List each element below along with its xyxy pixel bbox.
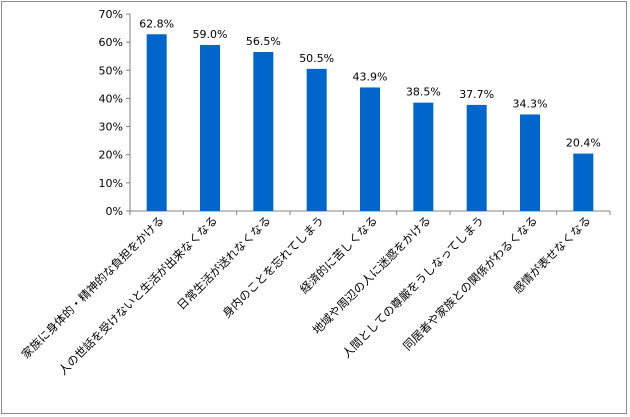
y-tick-label: 30% [99, 121, 123, 134]
bar [253, 51, 274, 211]
y-tick-label: 60% [99, 36, 123, 49]
bar [200, 44, 220, 212]
bar [573, 153, 594, 211]
bar [466, 104, 487, 211]
y-tick-label: 0% [106, 205, 123, 218]
category-label: 日常生活が送れなくなる [174, 213, 273, 312]
y-tick-label: 10% [99, 177, 123, 190]
data-label: 59.0% [193, 28, 228, 41]
bar [146, 34, 167, 212]
data-label: 20.4% [566, 137, 601, 150]
data-label: 34.3% [513, 97, 548, 110]
data-label: 56.5% [246, 35, 281, 48]
category-label: 身内のことを忘れてしまう [220, 213, 327, 320]
data-label: 43.9% [353, 70, 388, 83]
y-tick-label: 70% [99, 8, 123, 21]
y-tick-label: 50% [99, 64, 123, 77]
bar [360, 87, 380, 211]
bar [520, 114, 540, 211]
y-tick-label: 20% [99, 149, 123, 162]
bar [306, 68, 327, 211]
data-label: 37.7% [459, 88, 494, 101]
data-label: 62.8% [139, 17, 174, 30]
data-label: 50.5% [299, 52, 334, 65]
y-tick-label: 40% [99, 92, 123, 105]
bar [413, 102, 434, 211]
data-label: 38.5% [406, 86, 441, 99]
